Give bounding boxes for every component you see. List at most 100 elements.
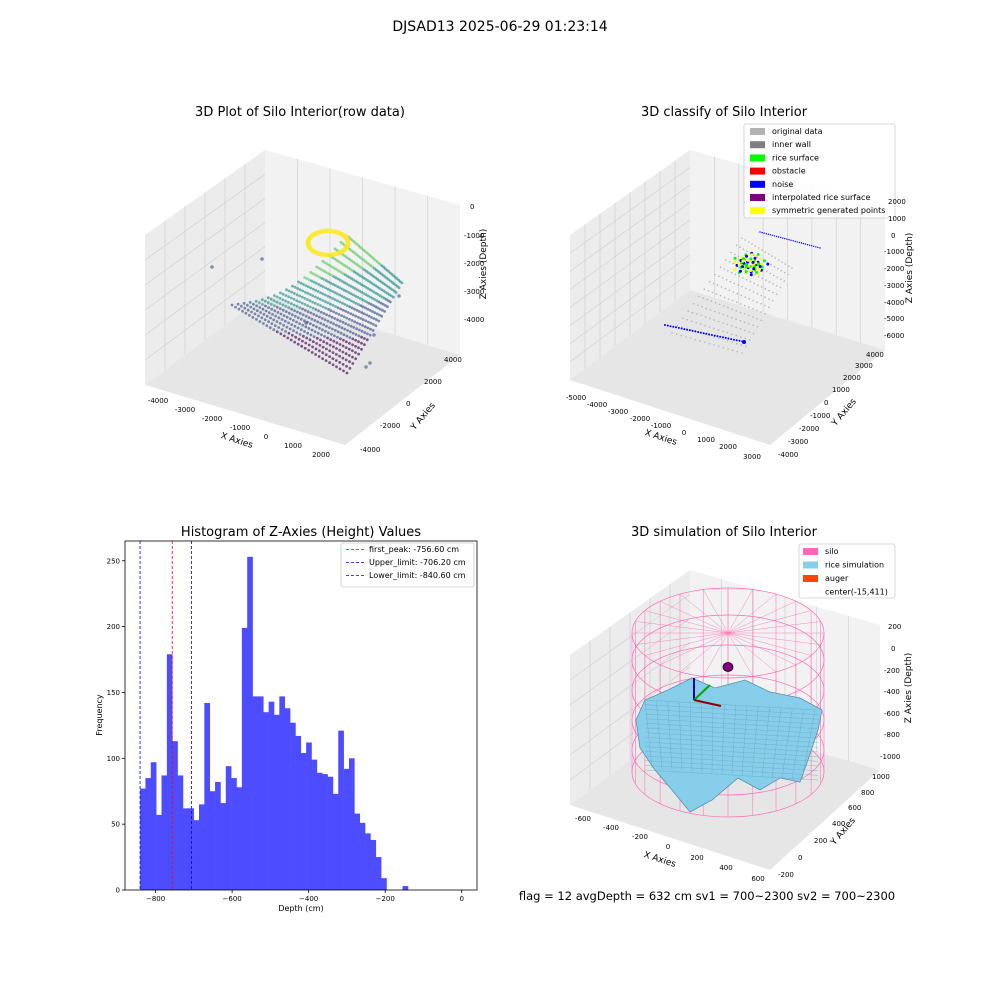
point-marker bbox=[255, 304, 258, 308]
point-marker bbox=[703, 288, 706, 291]
point-marker bbox=[295, 304, 299, 308]
histogram-reference-lines bbox=[139, 541, 192, 890]
point-marker bbox=[701, 306, 703, 308]
point-marker bbox=[758, 257, 762, 261]
point-marker bbox=[791, 267, 793, 269]
point-marker bbox=[759, 231, 761, 233]
mesh-line bbox=[644, 765, 819, 776]
point-marker bbox=[780, 269, 783, 272]
simulation-ytick: 1000 bbox=[872, 773, 890, 781]
classify-ztick: -1000 bbox=[884, 248, 904, 256]
point-marker bbox=[349, 284, 353, 288]
point-marker bbox=[731, 299, 734, 302]
histogram-plot-frame bbox=[124, 540, 478, 891]
point-marker bbox=[360, 311, 364, 314]
point-marker bbox=[298, 294, 301, 298]
point-marker bbox=[350, 277, 353, 280]
point-marker bbox=[714, 302, 717, 304]
point-marker bbox=[303, 303, 307, 306]
point-marker bbox=[380, 314, 384, 318]
point-marker bbox=[369, 321, 373, 325]
point-marker bbox=[336, 335, 339, 339]
point-marker bbox=[757, 284, 759, 287]
point-marker bbox=[360, 298, 364, 301]
point-marker bbox=[313, 330, 317, 333]
point-marker bbox=[315, 342, 318, 345]
point-marker bbox=[694, 330, 697, 333]
point-marker bbox=[313, 301, 317, 305]
point-marker bbox=[708, 326, 711, 328]
point-marker bbox=[333, 329, 337, 332]
point-marker bbox=[234, 305, 237, 309]
point-marker bbox=[312, 280, 316, 284]
point-marker bbox=[671, 332, 673, 334]
point-marker bbox=[722, 322, 724, 324]
point-marker bbox=[315, 314, 318, 318]
point-marker bbox=[266, 301, 270, 305]
silo-center-marker bbox=[722, 662, 734, 672]
point-marker bbox=[382, 296, 386, 300]
point-marker bbox=[717, 329, 720, 331]
point-marker bbox=[744, 265, 748, 269]
point-marker bbox=[257, 314, 260, 318]
point-marker bbox=[316, 296, 320, 300]
silo-spoke bbox=[703, 589, 729, 634]
point-marker bbox=[318, 275, 321, 279]
classify-ztick: -2000 bbox=[884, 265, 904, 273]
point-marker bbox=[775, 293, 778, 296]
point-marker bbox=[338, 286, 342, 290]
point-marker bbox=[728, 289, 731, 292]
point-marker bbox=[352, 278, 355, 282]
point-marker bbox=[311, 340, 315, 344]
histogram-bar bbox=[204, 702, 211, 890]
point-marker bbox=[309, 271, 313, 274]
raw-xtick: 1000 bbox=[284, 442, 302, 450]
point-marker bbox=[352, 300, 356, 304]
point-marker bbox=[714, 310, 716, 313]
point-marker bbox=[752, 291, 755, 293]
classify-legend-label: original data bbox=[772, 127, 823, 136]
histogram-x-ticks: −800 −600 −400 −200 0 bbox=[146, 890, 464, 903]
classify-legend-swatch bbox=[750, 180, 765, 188]
point-marker bbox=[331, 351, 335, 354]
silo-spoke bbox=[660, 632, 729, 665]
point-marker bbox=[285, 325, 289, 329]
point-marker bbox=[669, 325, 672, 328]
point-marker bbox=[333, 284, 337, 287]
point-marker bbox=[360, 335, 363, 339]
point-marker bbox=[301, 289, 304, 293]
point-marker bbox=[736, 350, 739, 353]
point-marker bbox=[740, 336, 742, 338]
silo-spoke bbox=[727, 632, 812, 656]
point-marker bbox=[314, 308, 318, 311]
point-marker bbox=[727, 337, 730, 340]
point-marker bbox=[743, 321, 746, 324]
point-marker bbox=[766, 262, 770, 266]
point-marker bbox=[348, 267, 352, 271]
point-marker bbox=[331, 363, 335, 367]
point-marker bbox=[304, 314, 308, 318]
point-marker bbox=[308, 293, 312, 296]
point-marker bbox=[332, 339, 336, 343]
point-marker bbox=[315, 265, 319, 269]
classify-x-ticks: -5000 -4000 -3000 -2000 -1000 0 1000 200… bbox=[566, 394, 761, 461]
point-marker bbox=[776, 285, 778, 287]
point-marker bbox=[303, 308, 307, 312]
point-marker bbox=[729, 280, 732, 283]
point-marker bbox=[787, 265, 790, 267]
point-marker bbox=[275, 320, 279, 323]
histogram-bar bbox=[247, 556, 253, 890]
point-marker bbox=[321, 269, 325, 272]
point-marker bbox=[722, 277, 724, 279]
point-marker bbox=[308, 305, 312, 309]
point-marker bbox=[358, 322, 362, 326]
point-marker bbox=[287, 300, 290, 304]
point-marker bbox=[321, 305, 325, 309]
point-marker bbox=[272, 318, 276, 322]
point-marker bbox=[331, 266, 335, 269]
classify-ylabel: Y Axies bbox=[830, 397, 859, 429]
point-marker bbox=[336, 318, 339, 322]
point-marker bbox=[733, 256, 737, 260]
panel-histogram: Histogram of Z-Axies (Height) Values −80… bbox=[95, 525, 478, 913]
point-marker bbox=[370, 316, 373, 319]
